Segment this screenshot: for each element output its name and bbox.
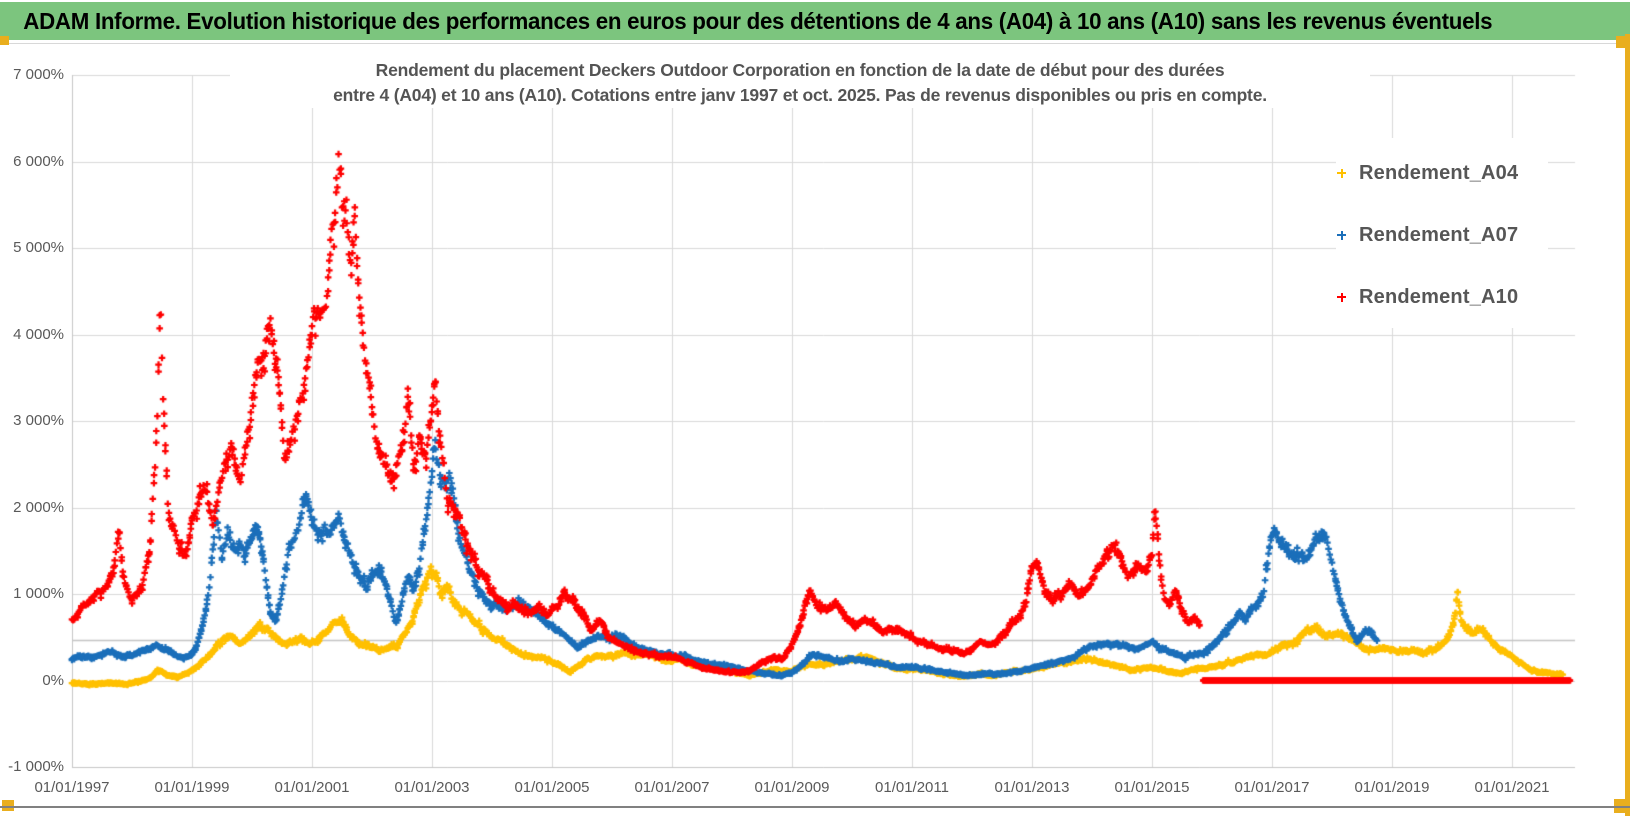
header-divider <box>0 43 1630 44</box>
chart-title-line1: Rendement du placement Deckers Outdoor C… <box>375 60 1225 80</box>
y-axis-tick-label: 2 000% <box>13 498 64 516</box>
x-axis-tick-label: 01/01/2019 <box>1354 779 1430 796</box>
x-axis-tick-label: 01/01/2017 <box>1234 779 1310 796</box>
legend-entry-rendement-a10[interactable]: Rendement_A10 <box>1336 284 1518 310</box>
y-axis-tick-label: 7 000% <box>13 66 64 83</box>
y-axis-tick-label: 5 000% <box>13 239 64 256</box>
x-axis-tick-label: 01/01/2021 <box>1474 779 1550 796</box>
plus-marker-icon <box>1336 168 1347 179</box>
x-axis-tick-label: 01/01/2001 <box>274 779 350 796</box>
legend-label-a07: Rendement_A07 <box>1359 223 1519 246</box>
legend-label-a10: Rendement_A10 <box>1359 285 1519 308</box>
y-axis-tick-label: -1 000% <box>8 758 64 775</box>
x-axis-tick-label: 01/01/2003 <box>394 779 470 796</box>
y-axis-tick-label: 4 000% <box>13 325 64 343</box>
gold-frame-corner <box>1616 36 1630 48</box>
report-header-bar: ADAM Informe. Evolution historique des p… <box>0 2 1630 40</box>
x-axis-tick-label: 01/01/2007 <box>634 779 710 796</box>
gold-frame-right <box>1625 34 1630 816</box>
report-title: ADAM Informe. Evolution historique des p… <box>23 8 1493 34</box>
x-axis-tick-label: 01/01/2009 <box>754 779 830 796</box>
x-axis-tick-label: 01/01/2011 <box>875 779 949 796</box>
y-axis-tick-label: 1 000% <box>13 585 64 602</box>
y-axis-tick-label: 6 000% <box>13 152 64 170</box>
chart-title-line2: entre 4 (A04) et 10 ans (A10). Cotations… <box>333 85 1267 105</box>
chart-legend: Rendement_A04 Rendement_A07 Rendement_A1… <box>1336 138 1548 328</box>
plus-marker-icon <box>1336 292 1347 303</box>
plus-marker-icon <box>1336 230 1347 241</box>
legend-entry-rendement-a04[interactable]: Rendement_A04 <box>1336 160 1518 186</box>
x-axis-tick-label: 01/01/1999 <box>154 779 230 796</box>
legend-label-a04: Rendement_A04 <box>1359 161 1519 184</box>
gold-frame-corner <box>2 800 14 811</box>
chart-title: Rendement du placement Deckers Outdoor C… <box>230 58 1370 108</box>
gold-frame-corner <box>0 36 9 45</box>
x-axis-tick-label: 01/01/1997 <box>34 779 110 796</box>
page-bottom-divider <box>0 806 1630 808</box>
x-axis-tick-label: 01/01/2015 <box>1114 779 1190 796</box>
y-axis-tick-label: 0% <box>42 671 64 689</box>
x-axis-tick-label: 01/01/2005 <box>514 779 590 796</box>
x-axis-tick-label: 01/01/2013 <box>994 779 1070 796</box>
y-axis-tick-label: 3 000% <box>13 412 64 429</box>
legend-entry-rendement-a07[interactable]: Rendement_A07 <box>1336 222 1518 248</box>
